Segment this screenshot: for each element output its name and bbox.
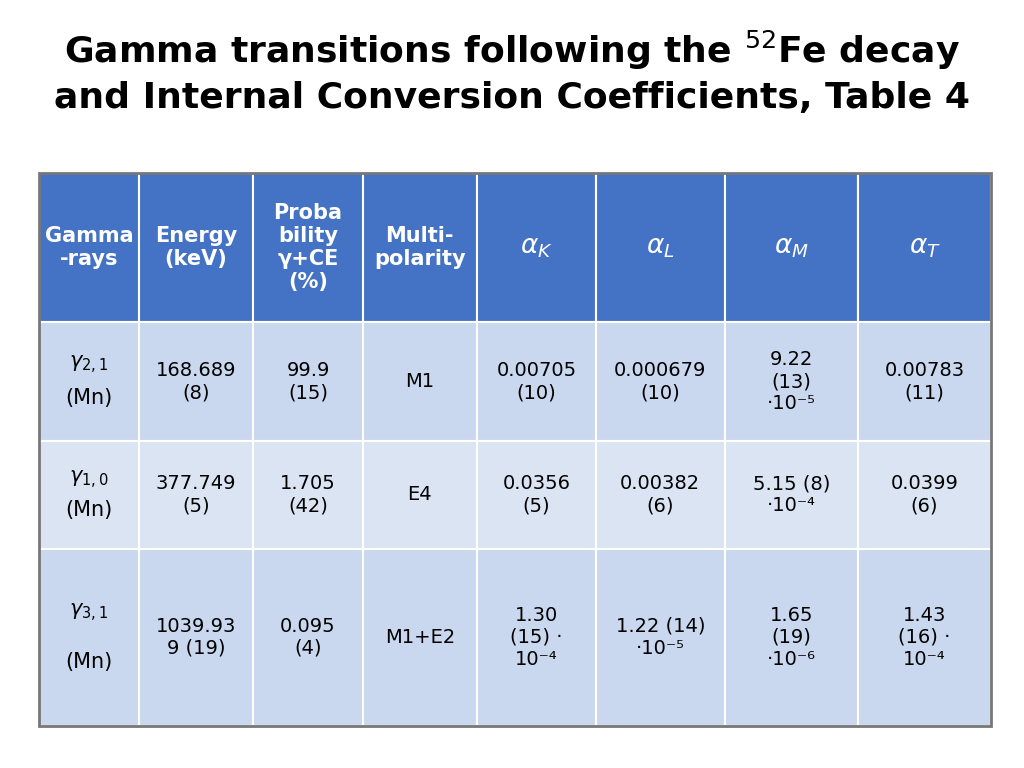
Text: 0.00705
(10): 0.00705 (10) xyxy=(497,361,577,402)
Text: 1.30
(15) ·
10⁻⁴: 1.30 (15) · 10⁻⁴ xyxy=(510,606,563,669)
Text: Energy
(keV): Energy (keV) xyxy=(155,226,238,269)
Text: Gamma transitions following the $^{52}$Fe decay: Gamma transitions following the $^{52}$F… xyxy=(63,28,961,71)
Text: 1.22 (14)
·10⁻⁵: 1.22 (14) ·10⁻⁵ xyxy=(615,617,706,657)
Text: 0.000679
(10): 0.000679 (10) xyxy=(614,361,707,402)
Text: Multi-
polarity: Multi- polarity xyxy=(374,226,466,269)
Text: $\alpha_M$: $\alpha_M$ xyxy=(774,234,809,260)
Text: 0.095
(4): 0.095 (4) xyxy=(281,617,336,657)
Text: 0.0399
(6): 0.0399 (6) xyxy=(891,475,958,515)
Text: 1.65
(19)
·10⁻⁶: 1.65 (19) ·10⁻⁶ xyxy=(767,606,816,669)
Text: 1.43
(16) ·
10⁻⁴: 1.43 (16) · 10⁻⁴ xyxy=(898,606,950,669)
Text: (Mn): (Mn) xyxy=(66,500,113,520)
Text: Gamma
-rays: Gamma -rays xyxy=(45,226,133,269)
Text: M1: M1 xyxy=(406,372,434,391)
Text: 0.00382
(6): 0.00382 (6) xyxy=(621,475,700,515)
Text: 99.9
(15): 99.9 (15) xyxy=(287,361,330,402)
Text: 168.689
(8): 168.689 (8) xyxy=(156,361,237,402)
Text: 9.22
(13)
·10⁻⁵: 9.22 (13) ·10⁻⁵ xyxy=(767,350,816,413)
Text: 1.705
(42): 1.705 (42) xyxy=(281,475,336,515)
Text: E4: E4 xyxy=(408,485,432,505)
Text: $\gamma_{2,1}$: $\gamma_{2,1}$ xyxy=(70,354,109,376)
Text: 0.00783
(11): 0.00783 (11) xyxy=(885,361,965,402)
Text: 1039.93
9 (19): 1039.93 9 (19) xyxy=(156,617,237,657)
Text: (Mn): (Mn) xyxy=(66,652,113,672)
Text: 5.15 (8)
·10⁻⁴: 5.15 (8) ·10⁻⁴ xyxy=(753,475,829,515)
Text: and Internal Conversion Coefficients, Table 4: and Internal Conversion Coefficients, Ta… xyxy=(54,81,970,114)
Text: Proba
bility
γ+CE
(%): Proba bility γ+CE (%) xyxy=(273,203,342,293)
Text: $\alpha_L$: $\alpha_L$ xyxy=(646,234,675,260)
Text: (Mn): (Mn) xyxy=(66,388,113,408)
Text: $\gamma_{3,1}$: $\gamma_{3,1}$ xyxy=(70,601,109,624)
Text: $\alpha_T$: $\alpha_T$ xyxy=(908,234,940,260)
Text: 377.749
(5): 377.749 (5) xyxy=(156,475,237,515)
Text: 0.0356
(5): 0.0356 (5) xyxy=(503,475,570,515)
Text: $\gamma_{1,0}$: $\gamma_{1,0}$ xyxy=(70,468,109,491)
Text: M1+E2: M1+E2 xyxy=(385,627,455,647)
Text: $\alpha_K$: $\alpha_K$ xyxy=(520,234,553,260)
